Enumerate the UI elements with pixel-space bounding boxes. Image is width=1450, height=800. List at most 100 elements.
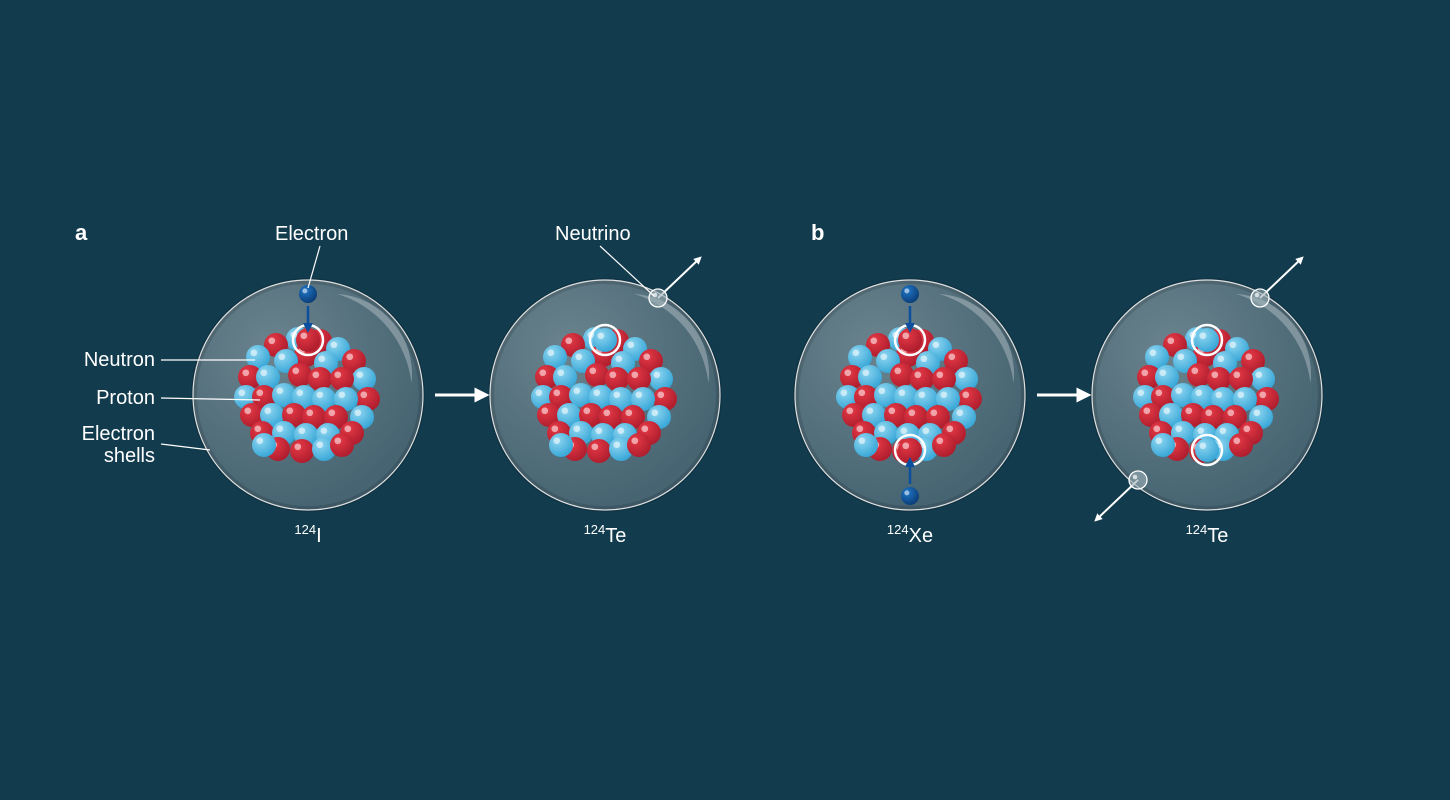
neutron-highlight [1149, 349, 1156, 356]
isotope-label: 124I [294, 522, 321, 547]
neutron-highlight [1215, 391, 1222, 398]
neutron-highlight [1237, 391, 1244, 398]
proton-highlight [312, 371, 319, 378]
proton-highlight [946, 425, 953, 432]
proton-highlight [589, 367, 596, 374]
proton-highlight [1233, 437, 1240, 444]
electron [901, 487, 919, 505]
label-electron: Electron [275, 223, 348, 245]
neutron-highlight [278, 353, 285, 360]
neutron-highlight [320, 427, 327, 434]
proton-highlight [609, 371, 616, 378]
neutrino [1129, 471, 1147, 489]
neutron-highlight [617, 427, 624, 434]
neutron-highlight [880, 353, 887, 360]
proton-highlight [1167, 337, 1174, 344]
neutron [954, 367, 978, 391]
proton-captured-highlight [902, 442, 909, 449]
neutron-highlight [1155, 437, 1162, 444]
neutron [1155, 365, 1179, 389]
proton-highlight [894, 367, 901, 374]
neutron-highlight [1175, 425, 1182, 432]
neutron-highlight [1163, 407, 1170, 414]
neutron-new-highlight [1199, 332, 1206, 339]
neutron-highlight [1217, 355, 1224, 362]
proton-highlight [888, 407, 895, 414]
neutron-highlight [956, 409, 963, 416]
neutron-highlight [852, 349, 859, 356]
neutron-highlight [1197, 427, 1204, 434]
neutron-highlight [900, 427, 907, 434]
neutron-highlight [298, 427, 305, 434]
neutron-highlight [918, 391, 925, 398]
proton [290, 439, 314, 463]
neutron-highlight [575, 353, 582, 360]
atom-a_left: 124I [193, 280, 423, 547]
neutron [256, 365, 280, 389]
neutron-highlight [593, 389, 600, 396]
proton [627, 367, 651, 391]
proton-highlight [914, 371, 921, 378]
atom-a_right: 124Te [490, 258, 720, 547]
neutron-highlight [613, 391, 620, 398]
neutron-highlight [627, 341, 634, 348]
proton-highlight [1243, 425, 1250, 432]
proton-highlight [1211, 371, 1218, 378]
neutron-highlight [276, 387, 283, 394]
neutron [1151, 433, 1175, 457]
proton-highlight [962, 391, 969, 398]
proton [1229, 367, 1253, 391]
proton [605, 367, 629, 391]
proton-captured-highlight [300, 332, 307, 339]
neutron-highlight [573, 387, 580, 394]
neutron-highlight [1177, 353, 1184, 360]
proton-captured [898, 328, 922, 352]
neutron-highlight [1229, 341, 1236, 348]
neutron-highlight [651, 409, 658, 416]
proton-highlight [846, 407, 853, 414]
proton-highlight [360, 391, 367, 398]
neutron-highlight [613, 441, 620, 448]
proton-highlight [1259, 391, 1266, 398]
proton-highlight [856, 425, 863, 432]
neutron-highlight [264, 407, 271, 414]
proton-highlight [631, 437, 638, 444]
diagram-svg: 124I124Te124Xe124TeabElectronNeutrinoNeu… [0, 0, 1450, 800]
proton-highlight [541, 407, 548, 414]
proton-highlight [1245, 353, 1252, 360]
label-neutrino: Neutrino [555, 223, 631, 245]
neutron-highlight [1175, 387, 1182, 394]
neutron-highlight [561, 407, 568, 414]
electron-highlight [302, 288, 307, 293]
proton [308, 367, 332, 391]
electron-highlight [904, 490, 909, 495]
proton [288, 363, 312, 387]
proton-highlight [930, 409, 937, 416]
proton-highlight [553, 389, 560, 396]
neutron-highlight [635, 391, 642, 398]
label-electron-shells: Electronshells [82, 423, 155, 467]
neutron-highlight [1255, 371, 1262, 378]
neutron-new-highlight [1199, 442, 1206, 449]
neutron-highlight [595, 427, 602, 434]
neutron [858, 365, 882, 389]
neutron-highlight [615, 355, 622, 362]
neutron-highlight [898, 389, 905, 396]
label-neutron: Neutron [84, 349, 155, 371]
electron [901, 285, 919, 303]
proton [932, 433, 956, 457]
neutrino [649, 289, 667, 307]
neutron-highlight [356, 371, 363, 378]
proton-highlight [254, 425, 261, 432]
diagram-stage: 124I124Te124Xe124TeabElectronNeutrinoNeu… [0, 0, 1450, 800]
isotope-label: 124Xe [887, 522, 933, 547]
electron-highlight [904, 288, 909, 293]
neutron-highlight [238, 389, 245, 396]
neutron-highlight [878, 425, 885, 432]
proton-highlight [346, 353, 353, 360]
neutron-highlight [338, 391, 345, 398]
panel-letter-a: a [75, 220, 88, 245]
neutron-highlight [553, 437, 560, 444]
neutron-highlight [866, 407, 873, 414]
proton-highlight [625, 409, 632, 416]
